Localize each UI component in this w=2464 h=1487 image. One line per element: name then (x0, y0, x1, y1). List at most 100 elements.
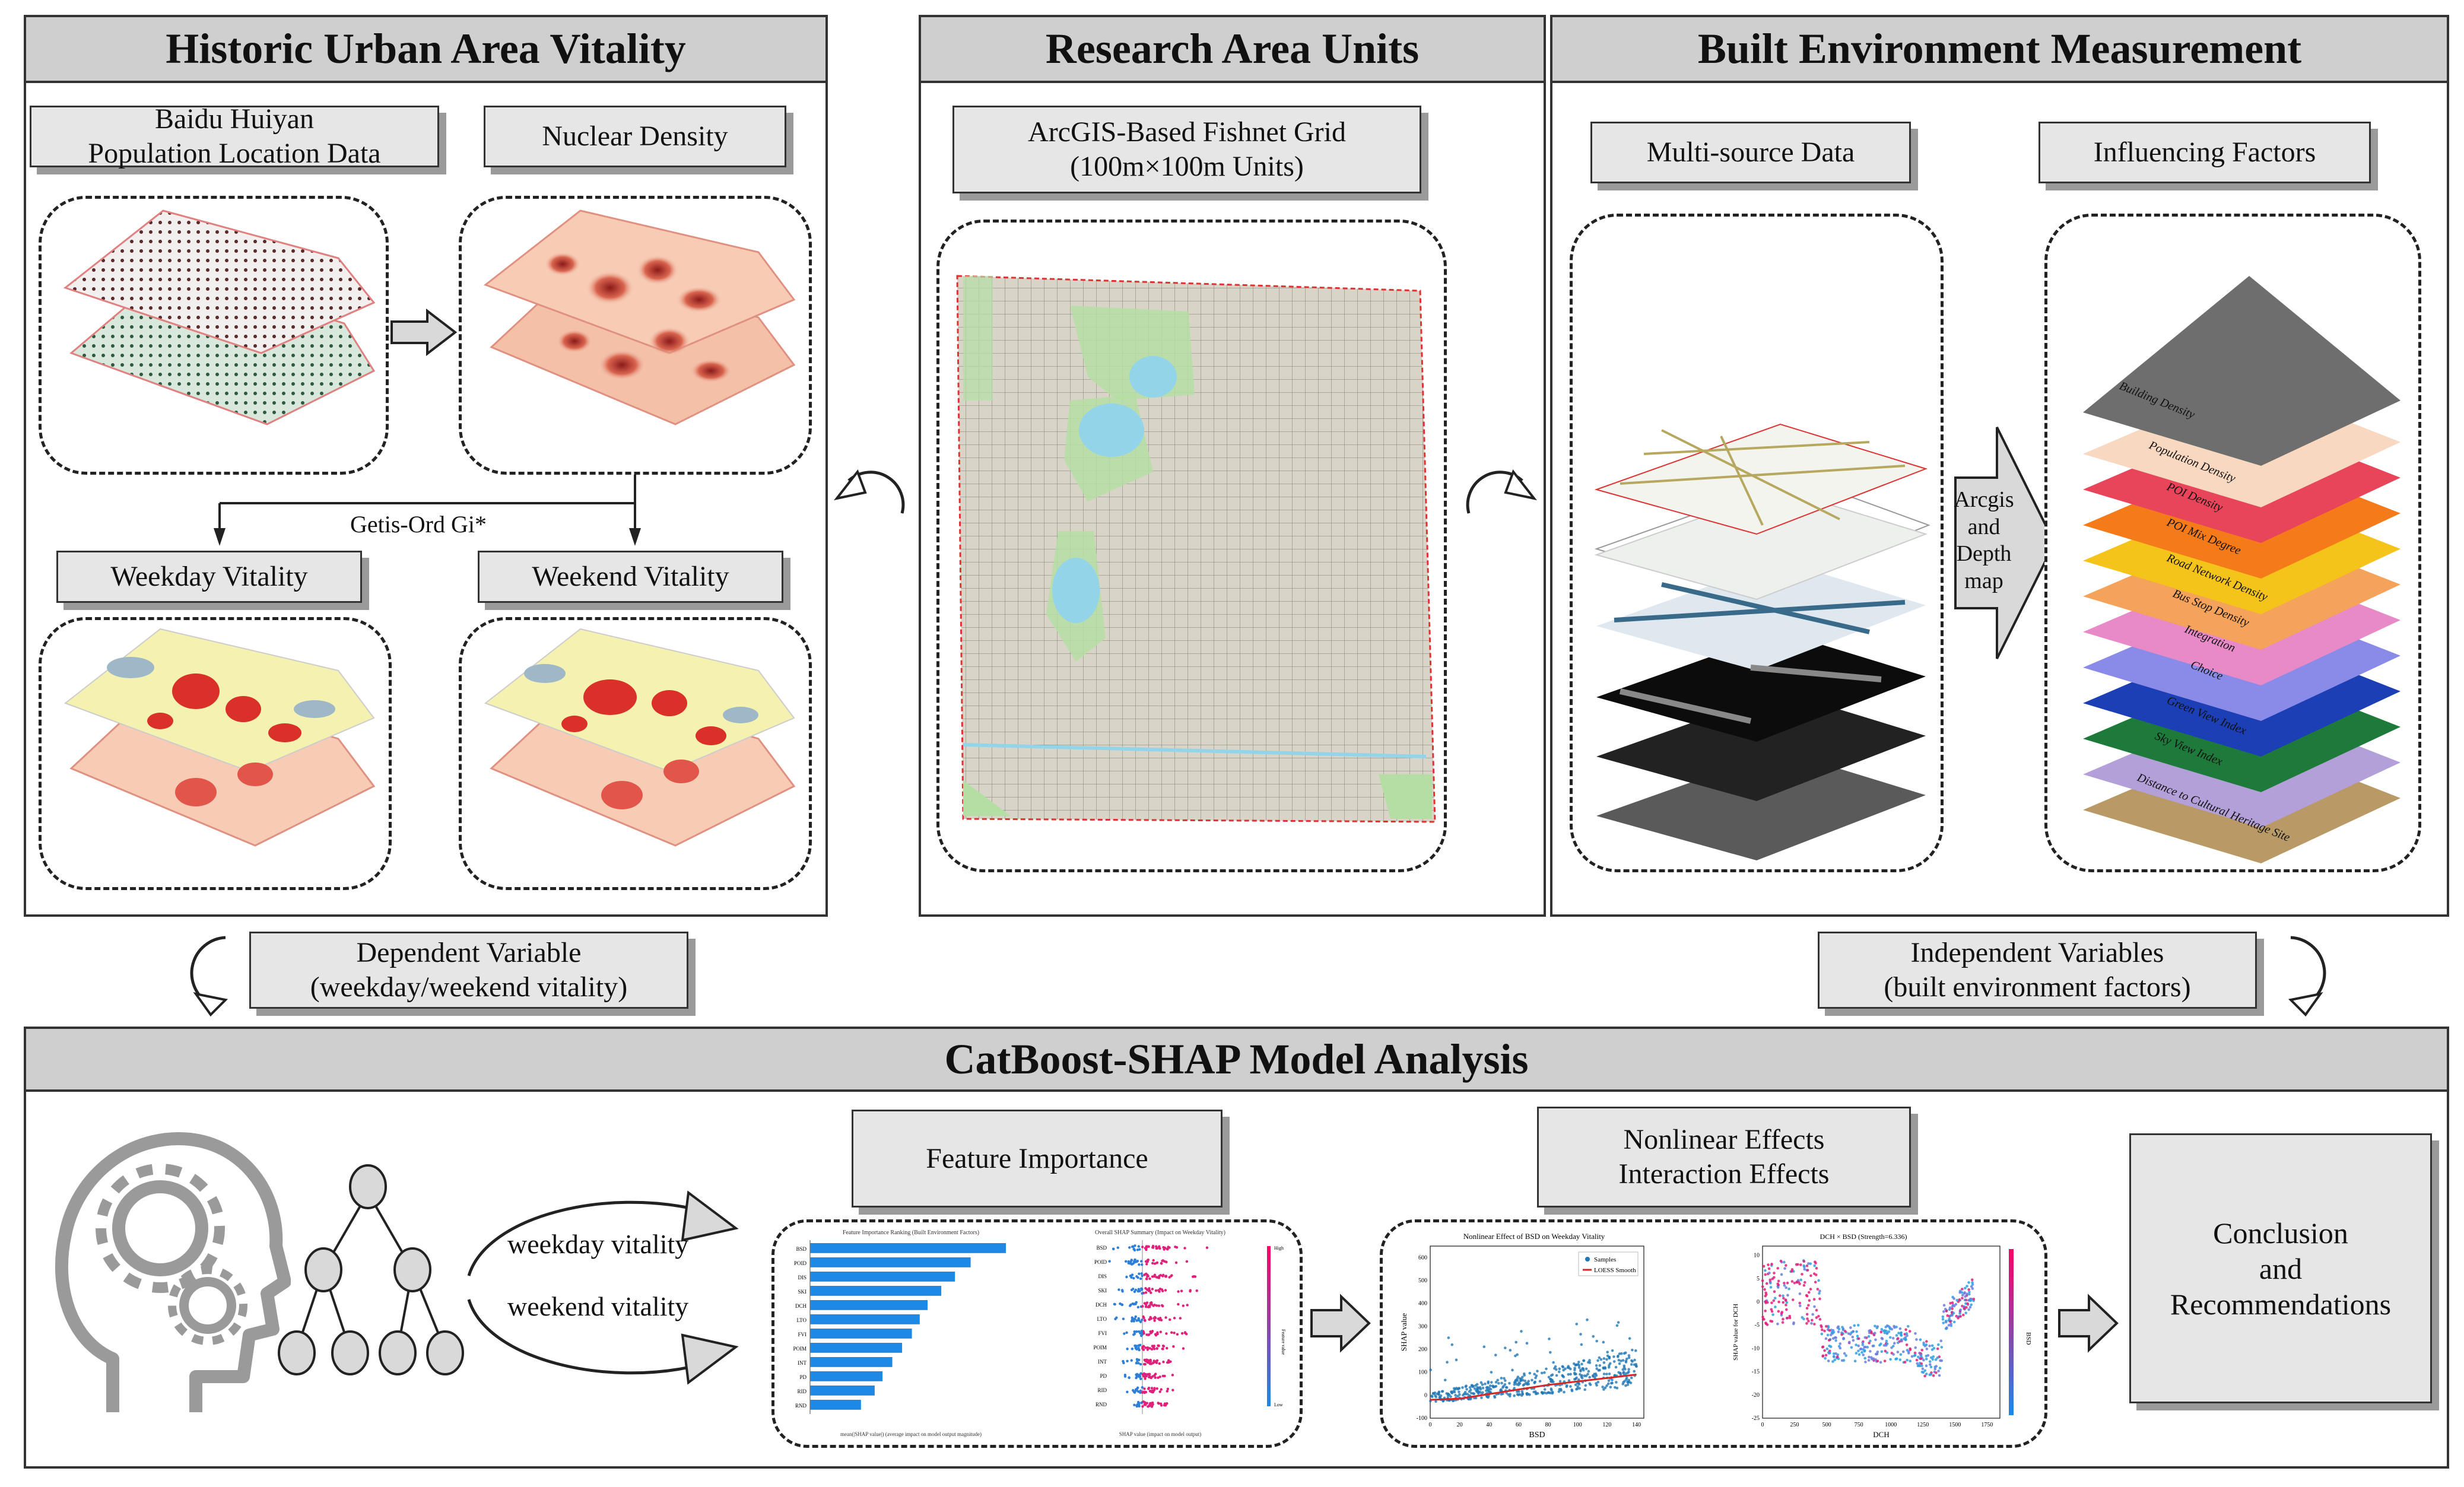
bsd-sample-point (1602, 1357, 1606, 1360)
summary-point (1148, 1405, 1151, 1407)
dch-point (1788, 1314, 1792, 1318)
dch-point (1906, 1358, 1909, 1362)
dch-point (1971, 1287, 1974, 1290)
bsd-sample-point (1629, 1381, 1633, 1384)
dch-point (1922, 1358, 1925, 1362)
summary-category-label: INT (1098, 1359, 1107, 1365)
dch-x-tick: 0 (1761, 1422, 1764, 1428)
bsd-sample-point (1576, 1387, 1579, 1390)
bsd-sample-point (1560, 1388, 1563, 1392)
bsd-sample-point (1551, 1390, 1554, 1394)
dch-point (1917, 1364, 1920, 1367)
summary-point (1141, 1274, 1144, 1278)
dch-point (1929, 1365, 1933, 1369)
bsd-sample-point (1634, 1349, 1637, 1352)
dch-point (1959, 1315, 1962, 1318)
dch-point (1777, 1279, 1780, 1283)
summary-point (1161, 1374, 1164, 1378)
dch-point (1844, 1354, 1847, 1357)
bsd-sample-point (1517, 1381, 1520, 1384)
summary-point (1164, 1275, 1168, 1278)
nonlinear-effect-charts: Nonlinear Effect of BSD on Weekday Vital… (1380, 1219, 2047, 1448)
bsd-sample-point (1513, 1387, 1516, 1390)
dch-point (1883, 1331, 1887, 1335)
bsd-sample-point (1622, 1366, 1626, 1369)
bsd-sample-point (1573, 1362, 1576, 1365)
dch-point (1920, 1370, 1924, 1374)
bsd-sample-point (1443, 1378, 1447, 1382)
bsd-sample-point (1455, 1387, 1458, 1390)
bsd-sample-point (1607, 1366, 1611, 1369)
dch-y-tick: -15 (1752, 1369, 1760, 1375)
dch-point (1827, 1326, 1830, 1329)
summary-point (1153, 1304, 1156, 1307)
bsd-sample-point (1511, 1368, 1514, 1372)
dch-point (1942, 1310, 1945, 1313)
dch-point (1843, 1330, 1847, 1333)
research-panel-title: Research Area Units (919, 15, 1546, 83)
bsd-sample-point (1564, 1367, 1567, 1371)
summary-point (1135, 1358, 1139, 1361)
dch-point (1867, 1359, 1871, 1362)
bsd-y-tick: 400 (1418, 1301, 1427, 1307)
summary-point (1152, 1389, 1155, 1392)
dch-point (1832, 1330, 1836, 1334)
summary-point (1155, 1359, 1159, 1362)
summary-point (1135, 1405, 1138, 1408)
dch-point (1768, 1282, 1772, 1285)
bsd-sample-point (1617, 1358, 1621, 1362)
dch-point (1791, 1298, 1795, 1301)
summary-point (1173, 1317, 1176, 1320)
dch-point (1930, 1344, 1934, 1348)
dch-point (1899, 1353, 1903, 1356)
dch-point (1772, 1299, 1776, 1302)
summary-point (1166, 1387, 1170, 1390)
dch-point (1920, 1348, 1924, 1352)
dch-point (1923, 1369, 1927, 1372)
dch-point (1832, 1352, 1836, 1355)
summary-point (1162, 1273, 1165, 1277)
bsd-sample-point (1545, 1367, 1548, 1371)
bsd-sample-point (1624, 1384, 1627, 1387)
dch-point (1966, 1285, 1968, 1288)
summary-point (1140, 1401, 1143, 1405)
dch-point (1920, 1364, 1923, 1368)
dch-point (1932, 1355, 1935, 1358)
summary-point (1141, 1305, 1144, 1308)
summary-point (1163, 1402, 1167, 1405)
summary-point (1159, 1330, 1162, 1333)
bsd-sample-point (1493, 1385, 1497, 1388)
summary-point (1149, 1316, 1152, 1319)
importance-bars: BSD POID DIS SKI DCH LTO FVI POIM INT PD RID RND (793, 1240, 1006, 1414)
dch-point (1946, 1314, 1949, 1317)
dch-point (1842, 1337, 1845, 1340)
summary-point (1142, 1372, 1146, 1375)
dch-point (1893, 1324, 1895, 1328)
feature-importance-charts: Feature Importance Ranking (Built Enviro… (771, 1219, 1303, 1448)
bar-chart-xlabel: mean(|SHAP value|) (average impact on mo… (840, 1431, 982, 1437)
dch-point (1815, 1308, 1818, 1312)
importance-bar-pd (810, 1371, 883, 1381)
bsd-sample-point (1454, 1393, 1457, 1397)
bsd-sample-point (1543, 1371, 1546, 1374)
summary-point (1137, 1289, 1140, 1292)
bsd-sample-point (1598, 1368, 1601, 1372)
bsd-sample-point (1605, 1358, 1608, 1361)
dch-point (1837, 1330, 1840, 1333)
dch-point (1885, 1342, 1889, 1345)
dch-point (1824, 1356, 1827, 1360)
bsd-sample-point (1520, 1330, 1523, 1333)
dch-point (1864, 1361, 1867, 1364)
dch-point (1776, 1267, 1780, 1270)
dch-point (1811, 1313, 1814, 1316)
dch-point (1933, 1367, 1937, 1371)
dch-point (1805, 1313, 1809, 1316)
dch-point (1925, 1340, 1928, 1343)
bsd-sample-point (1552, 1361, 1555, 1364)
summary-points: BSD POID DIS SKI DCH LTO FVI POIM INT PD RID RND (1093, 1240, 1209, 1414)
summary-point (1138, 1272, 1141, 1275)
summary-point (1152, 1259, 1155, 1262)
bsd-sample-point (1609, 1381, 1613, 1385)
dch-x-tick: 1250 (1917, 1422, 1929, 1428)
dependent-variable-label: Dependent Variable (weekday/weekend vita… (249, 932, 688, 1009)
